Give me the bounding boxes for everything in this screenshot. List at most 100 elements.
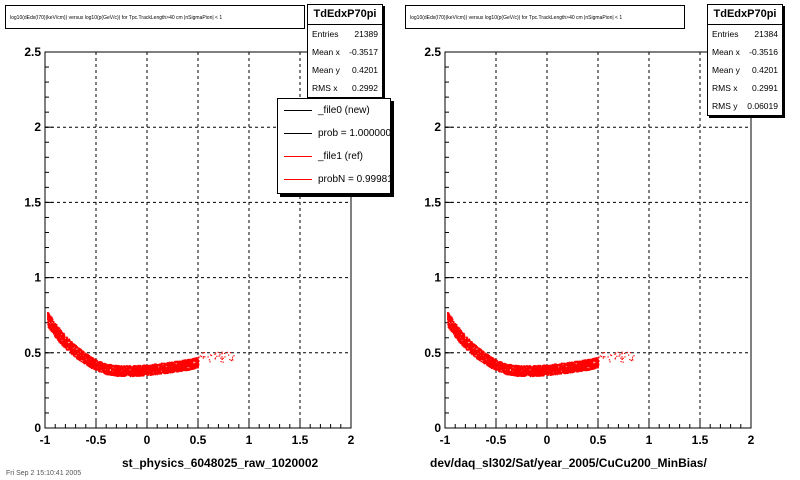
scatter-point — [116, 375, 118, 377]
scatter-point — [177, 364, 180, 367]
scatter-point — [478, 351, 481, 353]
scatter-point — [80, 355, 83, 357]
scatter-point — [168, 369, 170, 372]
scatter-point — [70, 343, 73, 346]
x-tick-label: -1 — [40, 433, 51, 447]
scatter-point — [160, 365, 163, 368]
scatter-point — [130, 374, 132, 376]
scatter-point — [491, 357, 494, 359]
legend-item: prob = 1.000000 — [278, 122, 390, 145]
scatter-point — [120, 368, 122, 370]
scatter-point — [95, 365, 97, 368]
y-tick-label: 1.5 — [424, 195, 441, 209]
scatter-point — [137, 371, 139, 373]
scatter-point — [137, 367, 139, 370]
scatter-point — [70, 350, 73, 353]
scatter-point — [87, 363, 90, 365]
scatter-point — [141, 374, 144, 377]
scatter-point — [97, 365, 99, 368]
x-tick-label: 1.5 — [692, 433, 709, 447]
scatter-point — [118, 367, 120, 369]
scatter-point — [64, 346, 66, 348]
scatter-point — [86, 360, 89, 363]
scatter-point — [47, 318, 49, 320]
scatter-point — [555, 364, 558, 366]
scatter-point — [575, 360, 578, 363]
scatter-point — [160, 369, 162, 371]
scatter-point — [480, 360, 483, 363]
scatter-point — [482, 352, 484, 354]
scatter-band — [47, 311, 235, 378]
scatter-point — [80, 360, 83, 363]
scatter-point — [476, 349, 478, 351]
scatter-point — [112, 371, 115, 374]
right-scatter-plot: -1 -0.5 0 0.5 1 1.5 200.511.522.5 — [424, 45, 754, 447]
scatter-point — [178, 367, 181, 370]
scatter-point — [95, 364, 98, 367]
y-tick-label: 1 — [434, 271, 441, 285]
scatter-point — [174, 367, 177, 370]
scatter-point — [591, 365, 593, 368]
scatter-point — [86, 355, 88, 357]
scatter-point — [455, 327, 458, 330]
scatter-point — [469, 350, 472, 352]
scatter-point — [554, 368, 556, 371]
legend-line-red — [284, 179, 312, 180]
scatter-point — [504, 367, 506, 369]
scatter-point — [101, 366, 104, 369]
scatter-point — [456, 326, 459, 329]
scatter-point — [171, 361, 174, 364]
scatter-point — [178, 361, 181, 364]
scatter-point — [104, 372, 107, 374]
scatter-point — [113, 368, 115, 371]
scatter-point — [594, 366, 597, 368]
scatter-point — [455, 329, 457, 332]
scatter-point — [116, 368, 118, 371]
scatter-point — [462, 345, 464, 347]
scatter-point — [154, 363, 157, 366]
scatter-point — [232, 359, 234, 361]
scatter-point — [228, 354, 230, 356]
scatter-point — [117, 370, 120, 373]
scatter-point — [500, 361, 502, 364]
scatter-point — [48, 316, 50, 318]
scatter-point — [540, 371, 542, 374]
scatter-point — [48, 318, 51, 320]
scatter-point — [191, 368, 193, 370]
scatter-point — [143, 364, 145, 367]
stats-value: 0.4201 — [352, 65, 378, 75]
scatter-point — [77, 350, 79, 353]
scatter-point — [93, 367, 96, 370]
scatter-point — [158, 371, 160, 373]
scatter-point — [129, 374, 131, 377]
scatter-point — [570, 368, 573, 371]
scatter-point — [116, 372, 118, 375]
scatter-point — [458, 327, 461, 330]
scatter-point — [104, 367, 106, 369]
scatter-point — [52, 323, 54, 326]
scatter-point — [105, 363, 107, 365]
scatter-point — [47, 319, 50, 322]
scatter-point — [508, 364, 510, 367]
scatter-point — [98, 361, 100, 363]
scatter-point — [485, 357, 487, 360]
scatter-point — [597, 363, 600, 366]
scatter-point — [585, 367, 588, 369]
scatter-point — [216, 355, 218, 357]
scatter-point — [140, 370, 143, 372]
scatter-point — [116, 373, 118, 376]
scatter-point — [96, 363, 98, 365]
scatter-point — [181, 367, 183, 369]
scatter-point — [148, 372, 151, 374]
scatter-point — [220, 357, 222, 359]
scatter-point — [182, 366, 185, 369]
scatter-point — [490, 362, 492, 364]
scatter-point — [456, 325, 458, 328]
x-tick-label: -1 — [440, 433, 451, 447]
scatter-point — [85, 360, 88, 362]
scatter-point — [180, 360, 183, 363]
scatter-point — [504, 371, 507, 373]
scatter-point — [131, 371, 134, 373]
scatter-point — [85, 355, 88, 357]
scatter-point — [149, 374, 152, 376]
